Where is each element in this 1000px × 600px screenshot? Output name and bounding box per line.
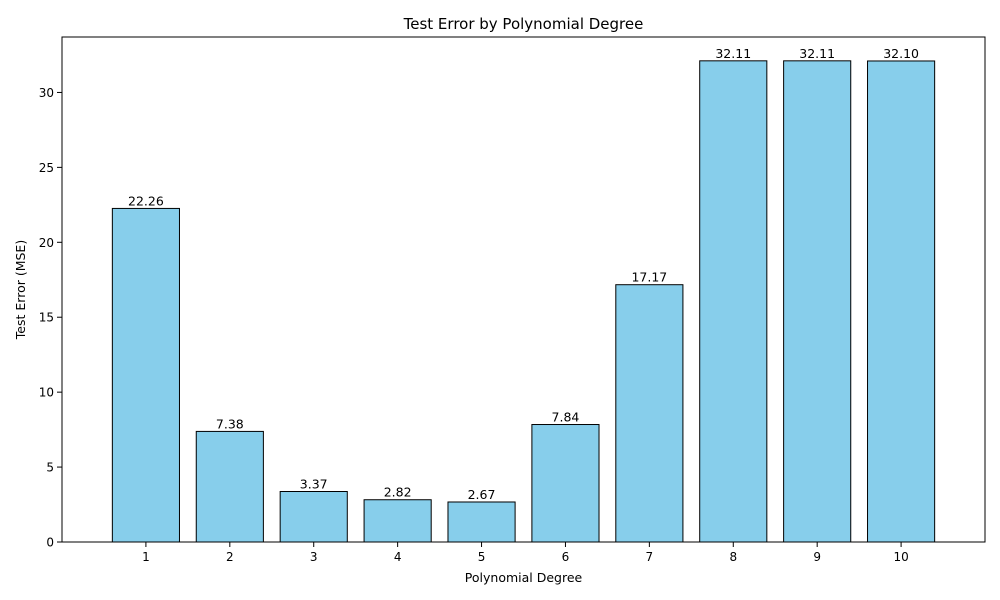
x-tick-label: 9 — [813, 550, 821, 564]
x-tick-label: 8 — [729, 550, 737, 564]
bar-degree-9 — [783, 60, 852, 543]
x-tick-label: 6 — [562, 550, 570, 564]
y-tick-label: 5 — [46, 461, 54, 475]
bar-value-label: 3.37 — [300, 477, 328, 492]
bar-value-label: 32.10 — [883, 46, 919, 61]
x-tick-label: 7 — [646, 550, 654, 564]
y-axis-title: Test Error (MSE) — [13, 240, 28, 340]
y-axis: 0 5 10 15 20 25 30 — [39, 86, 62, 550]
y-tick-label: 20 — [39, 236, 54, 250]
y-tick-label: 0 — [46, 536, 54, 550]
bar-value-label: 17.17 — [631, 270, 667, 285]
bar-degree-6 — [531, 424, 600, 543]
bar-value-label: 22.26 — [128, 193, 164, 208]
bar-degree-1 — [111, 207, 180, 543]
bar-degree-8 — [699, 60, 768, 543]
bar-degree-3 — [279, 491, 348, 543]
x-tick-label: 5 — [478, 550, 486, 564]
bar-degree-5 — [447, 501, 516, 543]
x-tick-label: 4 — [394, 550, 402, 564]
y-tick-label: 10 — [39, 386, 54, 400]
bar-value-label: 32.11 — [799, 46, 835, 61]
bar-labels-group: 22.26 7.38 3.37 2.82 2.67 7.84 17.17 32.11 32.11… — [128, 46, 919, 502]
bar-degree-2 — [195, 430, 264, 543]
bars-group — [111, 60, 936, 543]
bar-value-label: 7.84 — [552, 410, 580, 425]
y-tick-label: 15 — [39, 311, 54, 325]
bar-degree-7 — [615, 284, 684, 543]
plot-frame — [61, 36, 986, 543]
bar-value-label: 2.82 — [384, 485, 412, 500]
x-tick-label: 1 — [142, 550, 150, 564]
y-tick-label: 25 — [39, 161, 54, 175]
bar-value-label: 2.67 — [468, 487, 496, 502]
chart-title: Test Error by Polynomial Degree — [403, 15, 644, 33]
x-axis-title: Polynomial Degree — [465, 570, 583, 585]
y-tick-label: 30 — [39, 86, 54, 100]
x-tick-label: 3 — [310, 550, 318, 564]
bar-value-label: 7.38 — [216, 416, 244, 431]
bar-degree-4 — [363, 499, 432, 543]
x-axis: 1 2 3 4 5 6 7 8 9 10 — [142, 542, 909, 564]
x-tick-label: 10 — [893, 550, 908, 564]
bar-degree-10 — [867, 60, 936, 543]
x-tick-label: 2 — [226, 550, 234, 564]
bar-value-label: 32.11 — [715, 46, 751, 61]
